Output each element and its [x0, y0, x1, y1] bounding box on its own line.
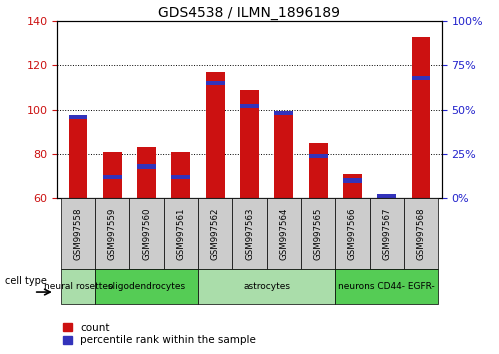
Bar: [103, 152, 122, 198]
Bar: [412, 76, 431, 80]
Bar: [240, 104, 259, 108]
Bar: [309, 143, 327, 198]
Bar: [266, 198, 301, 269]
Bar: [103, 175, 122, 179]
Bar: [343, 178, 362, 183]
Bar: [206, 81, 225, 85]
Title: GDS4538 / ILMN_1896189: GDS4538 / ILMN_1896189: [159, 6, 340, 20]
Bar: [61, 269, 95, 304]
Text: GSM997562: GSM997562: [211, 207, 220, 260]
Bar: [309, 154, 327, 158]
Text: astrocytes: astrocytes: [243, 282, 290, 291]
Text: GSM997568: GSM997568: [417, 207, 426, 260]
Text: neurons CD44- EGFR-: neurons CD44- EGFR-: [338, 282, 435, 291]
Bar: [164, 198, 198, 269]
Text: neural rosettes: neural rosettes: [43, 282, 112, 291]
Bar: [377, 194, 396, 199]
Text: oligodendrocytes: oligodendrocytes: [107, 282, 186, 291]
Bar: [343, 174, 362, 198]
Text: GSM997567: GSM997567: [382, 207, 391, 260]
Bar: [240, 90, 259, 198]
Bar: [61, 198, 95, 269]
Bar: [198, 198, 233, 269]
Bar: [172, 152, 190, 198]
Bar: [206, 72, 225, 198]
Bar: [377, 196, 396, 198]
Bar: [198, 269, 335, 304]
Bar: [68, 116, 87, 198]
Text: GSM997559: GSM997559: [108, 207, 117, 260]
Bar: [404, 198, 438, 269]
Bar: [370, 198, 404, 269]
Bar: [129, 198, 164, 269]
Bar: [137, 147, 156, 198]
Bar: [335, 198, 370, 269]
Bar: [68, 115, 87, 119]
Text: cell type: cell type: [5, 276, 47, 286]
Text: GSM997558: GSM997558: [73, 207, 82, 260]
Bar: [233, 198, 266, 269]
Legend: count, percentile rank within the sample: count, percentile rank within the sample: [62, 322, 256, 345]
Bar: [137, 164, 156, 169]
Text: GSM997560: GSM997560: [142, 207, 151, 260]
Bar: [412, 37, 431, 198]
Bar: [335, 269, 438, 304]
Text: GSM997566: GSM997566: [348, 207, 357, 260]
Text: GSM997564: GSM997564: [279, 207, 288, 260]
Bar: [172, 175, 190, 179]
Text: GSM997561: GSM997561: [176, 207, 186, 260]
Bar: [301, 198, 335, 269]
Bar: [274, 112, 293, 198]
Bar: [95, 198, 129, 269]
Text: GSM997565: GSM997565: [313, 207, 323, 260]
Bar: [274, 111, 293, 115]
Text: GSM997563: GSM997563: [245, 207, 254, 260]
Bar: [95, 269, 198, 304]
